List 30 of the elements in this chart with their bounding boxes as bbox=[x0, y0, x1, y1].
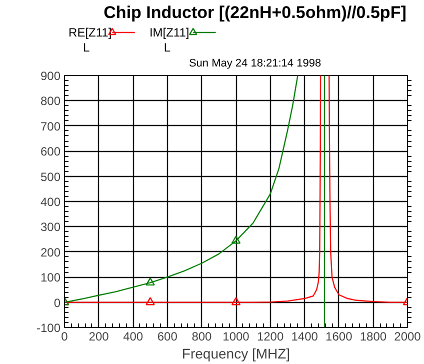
x-tick-label: 1800 bbox=[360, 330, 387, 344]
x-axis-title: Frequency [MHZ] bbox=[182, 346, 290, 362]
point bbox=[146, 277, 155, 286]
text: L bbox=[164, 40, 171, 54]
chart-title: Chip Inductor [(22nH+0.5ohm)//0.5pF] bbox=[104, 3, 406, 22]
y-tick-label: 0 bbox=[54, 296, 61, 310]
x-tick-label: 200 bbox=[88, 330, 110, 344]
y-tick-label: 100 bbox=[40, 270, 61, 285]
point bbox=[231, 236, 241, 244]
x-tick-label: 400 bbox=[123, 330, 144, 344]
y-tick-label: 800 bbox=[40, 94, 61, 108]
x-tick-label: 1000 bbox=[222, 330, 250, 344]
x-tick-label: 2000 bbox=[394, 330, 422, 344]
y-tick-label: 400 bbox=[40, 195, 61, 209]
y-tick-label: 700 bbox=[40, 119, 61, 134]
x-tick-label: 1600 bbox=[326, 330, 353, 344]
x-tick-label: 600 bbox=[157, 330, 178, 344]
x-tick-label: 1400 bbox=[291, 330, 318, 344]
legend-label: RE[Z11] bbox=[68, 26, 112, 40]
legend-label: IM[Z11] bbox=[149, 26, 190, 40]
y-tick-label: -100 bbox=[36, 321, 61, 335]
text: L bbox=[83, 40, 90, 54]
y-tick-label: 300 bbox=[40, 220, 61, 234]
y-tick-label: 900 bbox=[40, 69, 61, 83]
chart-subtitle: Sun May 24 18:21:14 1998 bbox=[188, 58, 322, 70]
y-tick-label: 600 bbox=[40, 144, 61, 159]
y-tick-label: 500 bbox=[40, 170, 61, 184]
x-tick-label: 800 bbox=[192, 330, 212, 344]
x-tick-label: 1200 bbox=[256, 330, 284, 344]
y-tick-label: 200 bbox=[40, 245, 61, 260]
